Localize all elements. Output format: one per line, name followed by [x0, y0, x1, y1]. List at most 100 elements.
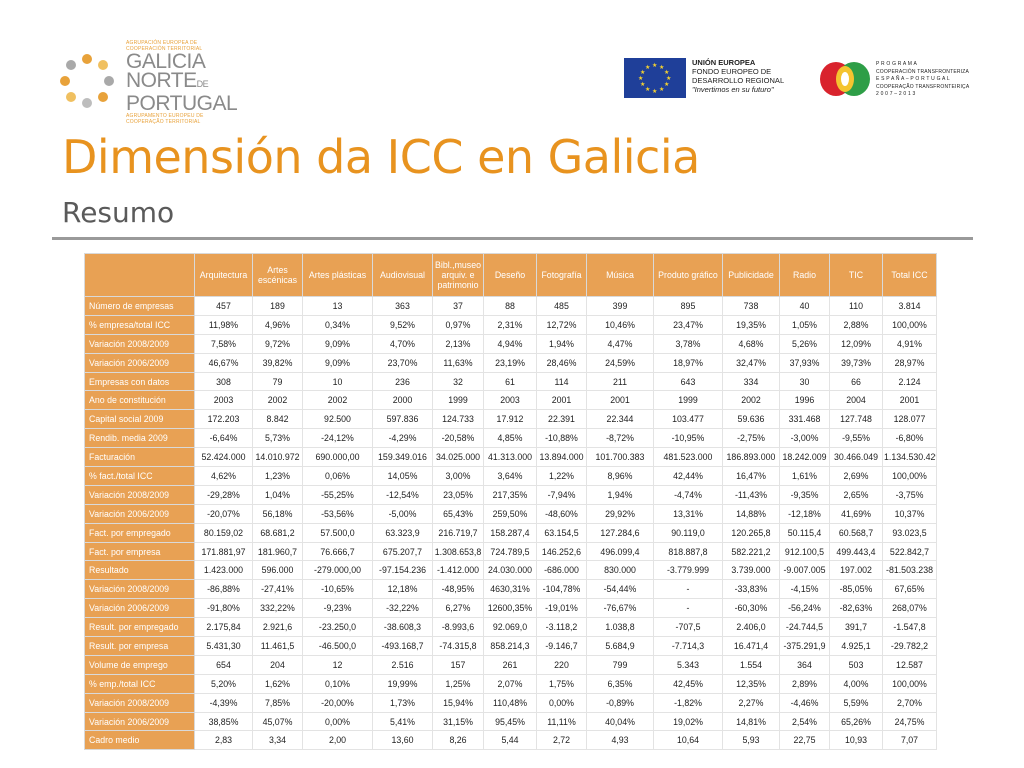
- column-header: Artes escénicas: [252, 253, 303, 297]
- table-cell: 92.069,0: [483, 617, 537, 638]
- table-cell: -91,80%: [194, 598, 253, 619]
- row-label: Variación 2006/2009: [84, 503, 195, 524]
- table-cell: 38,85%: [194, 711, 253, 732]
- table-cell: 24,59%: [586, 352, 654, 373]
- page-title: Dimensión da ICC en Galicia: [62, 130, 700, 184]
- table-cell: -104,78%: [536, 579, 587, 600]
- table-cell: 895: [653, 296, 723, 316]
- table-cell: 63.154,5: [536, 522, 587, 543]
- table-cell: -10,95%: [653, 428, 723, 449]
- table-cell: 16,47%: [722, 466, 780, 486]
- table-cell: 1,25%: [432, 673, 484, 694]
- table-cell: 60.568,7: [829, 522, 883, 543]
- poctep-line-4: COOPERAÇÃO TRANSFRONTEIRIÇA: [876, 83, 970, 90]
- column-header: Publicidade: [722, 253, 780, 297]
- poctep-line-5: 2 0 0 7 – 2 0 1 3: [876, 91, 916, 98]
- table-cell: 4,96%: [252, 314, 303, 335]
- table-cell: -48,95%: [432, 579, 484, 600]
- table-cell: 12,09%: [829, 333, 883, 354]
- table-cell: -54,44%: [586, 579, 654, 600]
- table-cell: 14,05%: [372, 466, 433, 486]
- table-cell: 331.468: [779, 409, 830, 430]
- table-cell: 675.207,7: [372, 541, 433, 562]
- table-cell: 23,70%: [372, 352, 433, 373]
- table-cell: 127.284,6: [586, 522, 654, 543]
- table-cell: -375.291,9: [779, 636, 830, 656]
- table-cell: 120.265,8: [722, 522, 780, 543]
- table-row: Facturación 52.424.000 14.010.972 690.000,0…: [84, 447, 937, 468]
- row-label: Result. por empresa: [84, 636, 195, 656]
- table-cell: -: [653, 598, 723, 619]
- table-cell: 30.466.049: [829, 447, 883, 468]
- table-cell: 4,91%: [882, 333, 937, 354]
- table-cell: 2,54%: [779, 711, 830, 732]
- row-label: Número de empresas: [84, 296, 195, 316]
- table-cell: 4.925,1: [829, 636, 883, 656]
- table-cell: 0,00%: [302, 711, 373, 732]
- table-cell: -86,88%: [194, 579, 253, 600]
- table-cell: 1,62%: [252, 673, 303, 694]
- table-cell: 5.343: [653, 654, 723, 675]
- row-label: Rendib. media 2009: [84, 428, 195, 449]
- table-cell: 57.500,0: [302, 522, 373, 543]
- row-label: Cadro medio: [84, 730, 195, 751]
- column-header: Radio: [779, 253, 830, 297]
- table-cell: 88: [483, 296, 537, 316]
- table-cell: 90.119,0: [653, 522, 723, 543]
- table-cell: 2001: [586, 390, 654, 411]
- table-cell: 204: [252, 654, 303, 675]
- table-cell: 11,98%: [194, 314, 253, 335]
- table-cell: 690.000,00: [302, 447, 373, 468]
- table-cell: 2,72: [536, 730, 587, 751]
- table-cell: 503: [829, 654, 883, 675]
- table-cell: 159.349.016: [372, 447, 433, 468]
- table-cell: 100,00%: [882, 673, 937, 694]
- table-cell: 3,34: [252, 730, 303, 751]
- table-cell: 12600,35%: [483, 598, 537, 619]
- table-cell: 23,19%: [483, 352, 537, 373]
- table-cell: 2,13%: [432, 333, 484, 354]
- table-cell: 19,99%: [372, 673, 433, 694]
- table-cell: 0,97%: [432, 314, 484, 335]
- table-cell: 5,41%: [372, 711, 433, 732]
- table-cell: 40: [779, 296, 830, 316]
- table-cell: 22.344: [586, 409, 654, 430]
- column-header: Total ICC: [882, 253, 937, 297]
- table-cell: 24,75%: [882, 711, 937, 732]
- table-row: Ano de constitución 2003 2002 2002 2000 1999 2…: [84, 390, 937, 411]
- table-cell: 0,00%: [536, 692, 587, 713]
- table-cell: 1,73%: [372, 692, 433, 713]
- table-cell: 1.308.653,8: [432, 541, 484, 562]
- table-cell: 18,97%: [653, 352, 723, 373]
- table-cell: 2003: [194, 390, 253, 411]
- table-cell: 4,94%: [483, 333, 537, 354]
- table-cell: 101.700.383: [586, 447, 654, 468]
- table-cell: -29,28%: [194, 484, 253, 505]
- galicia-norte-portugal-logo: AGRUPACIÓN EUROPEA DE COOPERACIÓN TERRIT…: [60, 40, 238, 125]
- table-cell: -11,43%: [722, 484, 780, 505]
- table-corner-cell: [84, 253, 195, 297]
- table-cell: -686.000: [536, 560, 587, 581]
- table-row: Rendib. media 2009 -6,64% 5,73% -24,12% -4,2…: [84, 428, 937, 449]
- table-cell: 1,23%: [252, 466, 303, 486]
- table-cell: 39,82%: [252, 352, 303, 373]
- table-cell: 4,00%: [829, 673, 883, 694]
- table-cell: 61: [483, 371, 537, 392]
- table-cell: 128.077: [882, 409, 937, 430]
- table-cell: 0,10%: [302, 673, 373, 694]
- table-cell: 1,22%: [536, 466, 587, 486]
- table-cell: 582.221,2: [722, 541, 780, 562]
- table-cell: 2002: [252, 390, 303, 411]
- table-cell: 496.099,4: [586, 541, 654, 562]
- table-cell: -1.547,8: [882, 617, 937, 638]
- table-cell: 103.477: [653, 409, 723, 430]
- table-cell: 22.391: [536, 409, 587, 430]
- table-cell: 66: [829, 371, 883, 392]
- table-row: Empresas con datos 308 79 10 236 32 61 114 211 64…: [84, 371, 937, 392]
- row-label: Fact. por empresa: [84, 541, 195, 562]
- table-cell: 1.423.000: [194, 560, 253, 581]
- table-row: Variación 2008/2009 -29,28% 1,04% -55,25% -1…: [84, 484, 937, 505]
- table-cell: 10,93: [829, 730, 883, 751]
- table-cell: 41.313.000: [483, 447, 537, 468]
- table-cell: -1,82%: [653, 692, 723, 713]
